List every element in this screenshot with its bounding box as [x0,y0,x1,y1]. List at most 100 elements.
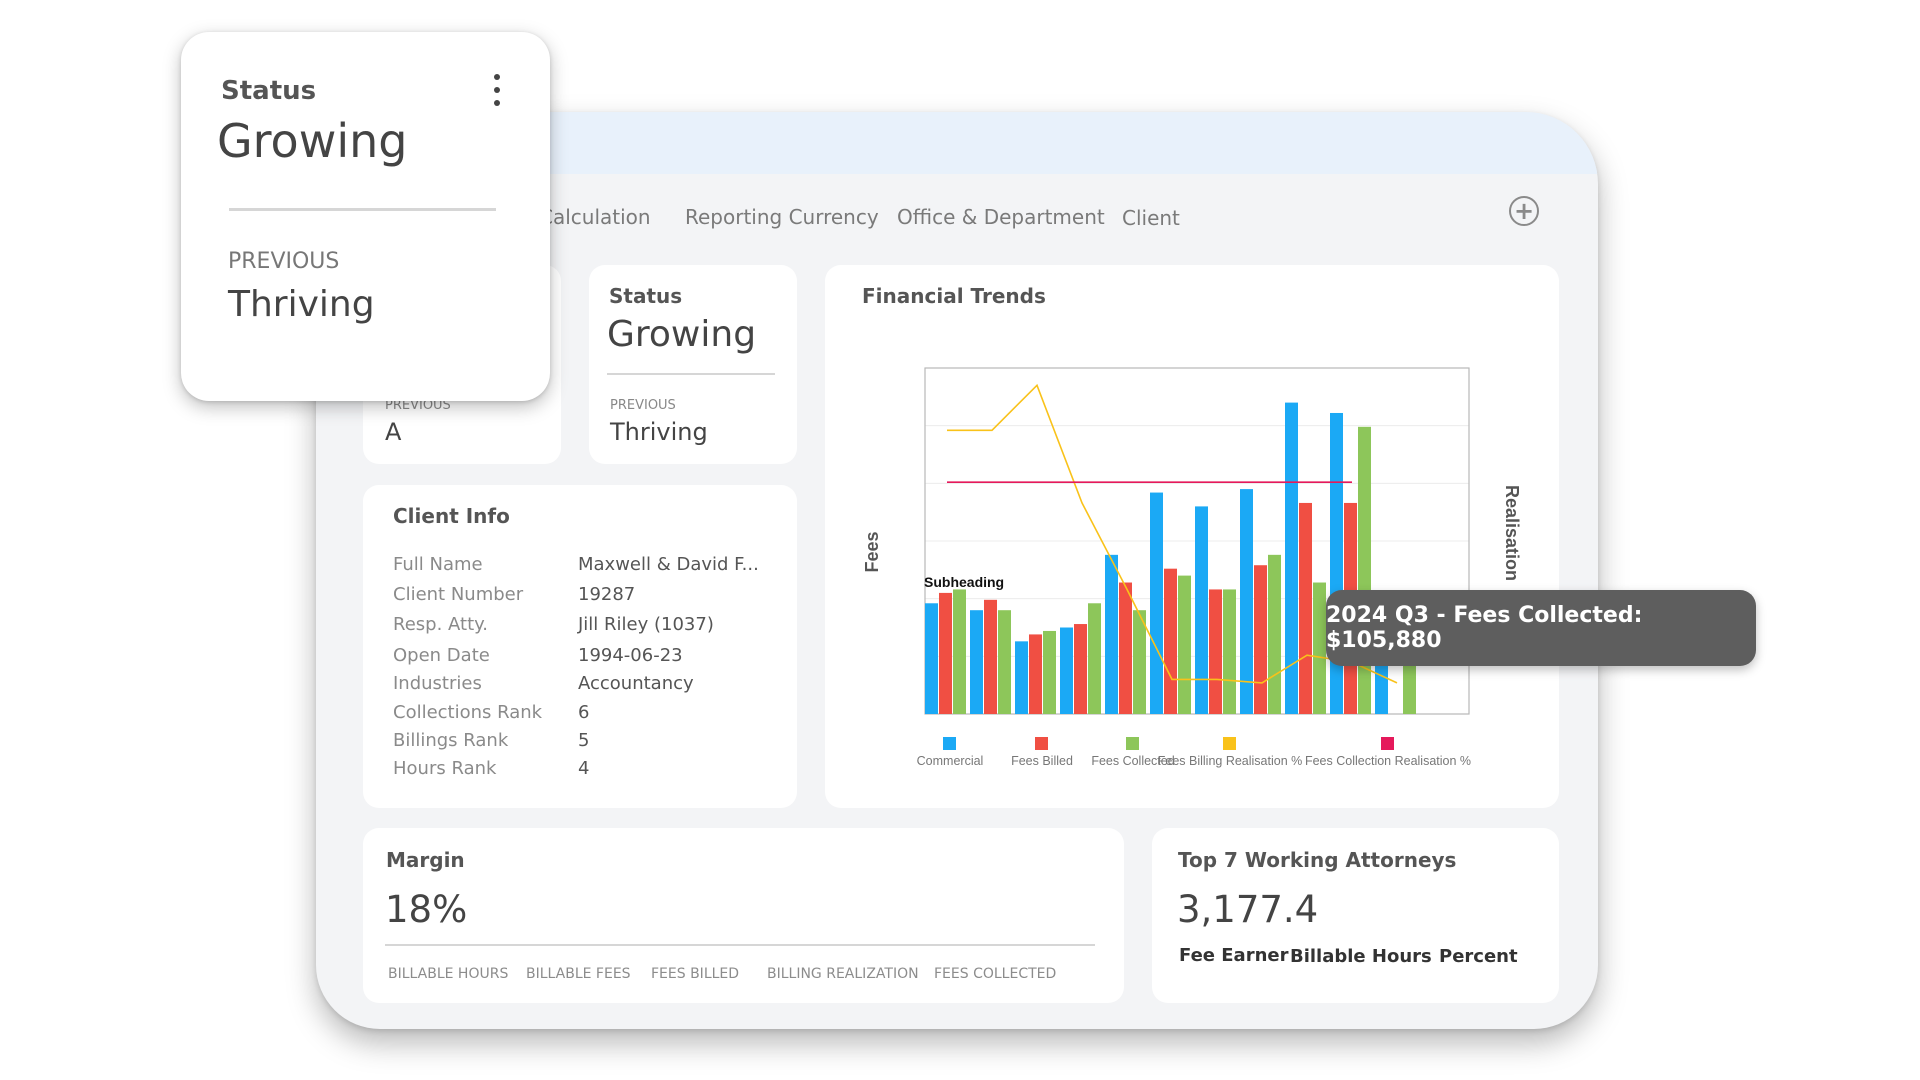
status-title: Status [609,284,683,308]
legend-swatch [1126,737,1139,750]
info-value: 1994-06-23 [578,645,683,666]
info-value: 5 [578,730,590,751]
plus-icon: + [1513,197,1535,225]
line-fees-billing-realisation- [947,383,1398,684]
bar-commercial [1015,641,1028,714]
financial-trends-chart: Subheading Fees Realisation Commercial Fees … [862,367,1522,768]
metric-fees-billed[interactable]: FEES BILLED [651,966,740,982]
dot [494,87,500,93]
previous-value: Thriving [610,418,708,446]
info-label: Collections Rank [393,702,543,723]
popover-previous-label: PREVIOUS [228,249,340,274]
bar-fees-collected [953,589,966,714]
popover-previous-value: Thriving [228,284,375,325]
bar-fees-collected [1178,575,1191,714]
legend-swatch [943,737,956,750]
bar-fees-collected [1268,554,1281,714]
info-label: Billings Rank [393,730,509,751]
margin-title: Margin [386,848,465,872]
info-value: 6 [578,702,590,723]
bar-fees-billed [1074,624,1087,714]
bar-fees-collected [1358,426,1371,714]
bar-fees-collected [1133,610,1146,714]
info-label: Client Number [393,584,524,605]
legend-label: Fees Collection Realisation % [1305,754,1471,768]
info-value: Jill Riley (1037) [578,614,714,635]
more-vertical-icon[interactable] [494,74,502,113]
attorneys-value: 3,177.4 [1177,888,1319,931]
info-label: Industries [393,673,482,694]
bar-commercial [1330,412,1343,714]
bar-commercial [1240,489,1253,714]
margin-card: Margin 18% BILLABLE HOURS BILLABLE FEES … [363,828,1124,1003]
y-axis-label: Fees [862,531,882,572]
status-popover: Status Growing PREVIOUS Thriving [181,32,550,401]
bar-fees-collected [1313,582,1326,714]
dot [494,100,500,106]
bar-commercial [925,603,938,714]
legend-label: Fees Collected [1091,754,1174,768]
bar-fees-billed [1209,589,1222,714]
info-label: Hours Rank [393,758,497,779]
bar-commercial [1060,627,1073,714]
metric-billable-fees[interactable]: BILLABLE FEES [526,966,631,982]
divider [385,944,1095,946]
bar-fees-billed [1029,634,1042,714]
divider [229,208,496,211]
status-value: Growing [607,314,757,355]
bar-fees-billed [1164,568,1177,714]
popover-title: Status [221,76,317,106]
bar-fees-collected [1403,662,1416,714]
info-label: Open Date [393,645,490,666]
metric-billing-realization[interactable]: BILLING REALIZATION [767,966,919,982]
previous-label: PREVIOUS [610,398,676,413]
info-value: 4 [578,758,590,779]
status-card: Status Growing PREVIOUS Thriving [589,265,797,464]
bar-commercial [1150,492,1163,714]
tab-calculation[interactable]: Calculation [539,205,651,229]
legend-swatch [1381,737,1394,750]
tab-client[interactable]: Client [1122,206,1180,230]
attorneys-title: Top 7 Working Attorneys [1178,848,1457,872]
chart-title: Financial Trends [862,284,1046,308]
chart-tooltip: 2024 Q3 - Fees Collected: $105,880 [1326,590,1756,666]
bar-fees-billed [1254,565,1267,714]
info-value: Maxwell & David F... [578,554,759,575]
margin-value: 18% [385,888,468,931]
info-value: 19287 [578,584,636,605]
info-value: Accountancy [578,673,694,694]
chart-subheading: Subheading [924,574,1004,590]
add-tab-button[interactable]: + [1509,196,1539,226]
bar-fees-billed [984,599,997,714]
client-info-card: Client Info Full Name Maxwell & David F.… [363,485,797,808]
legend-label: Commercial [917,754,984,768]
bar-fees-collected [1043,630,1056,714]
bar-fees-billed [1299,502,1312,714]
tab-office-department[interactable]: Office & Department [897,205,1105,229]
bar-fees-collected [1223,589,1236,714]
legend-label: Fees Billed [1011,754,1073,768]
client-info-title: Client Info [393,504,510,528]
legend-label: Fees Billing Realisation % [1158,754,1303,768]
bar-fees-billed [1119,582,1132,714]
tab-reporting-currency[interactable]: Reporting Currency [685,205,879,229]
dashboard-frame: Calculation Reporting Currency Office & … [316,112,1598,1029]
info-label: Full Name [393,554,483,575]
column-billable-hours[interactable]: Billable Hours [1290,946,1432,967]
popover-value: Growing [217,114,408,168]
bar-fees-billed [939,592,952,714]
dot [494,74,500,80]
previous-label: PREVIOUS [385,398,451,413]
bar-commercial [1285,402,1298,714]
bar-fees-collected [1088,603,1101,714]
bar-commercial [970,610,983,714]
column-percent[interactable]: Percent [1439,946,1518,967]
metric-fees-collected[interactable]: FEES COLLECTED [934,966,1057,982]
column-fee-earner[interactable]: Fee Earner [1179,945,1289,966]
bar-commercial [1105,554,1118,714]
metric-billable-hours[interactable]: BILLABLE HOURS [388,966,509,982]
bar-fees-collected [998,610,1011,714]
legend-swatch [1035,737,1048,750]
previous-value: A [385,418,402,446]
attorneys-card: Top 7 Working Attorneys 3,177.4 Fee Earn… [1152,828,1559,1003]
